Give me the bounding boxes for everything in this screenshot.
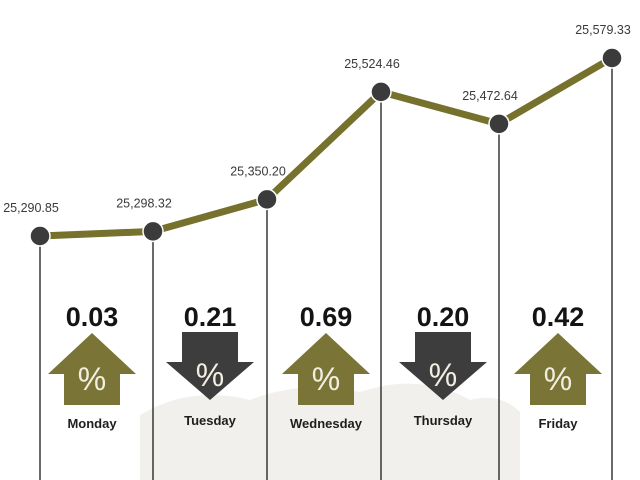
percent-symbol-tuesday: % [196,357,224,393]
value-label-3: 25,524.46 [344,57,400,71]
down-arrow-icon-tuesday [166,332,254,400]
day-label-monday: Monday [67,416,117,431]
percent-change-wednesday: 0.69 [300,302,353,332]
percent-symbol-thursday: % [429,357,457,393]
percent-change-thursday: 0.20 [417,302,470,332]
day-label-tuesday: Tuesday [184,413,237,428]
percent-change-monday: 0.03 [66,302,119,332]
value-label-0: 25,290.85 [3,201,59,215]
percent-symbol-monday: % [78,361,106,397]
value-label-2: 25,350.20 [230,164,286,178]
up-arrow-icon-monday [48,333,136,405]
percent-change-friday: 0.42 [532,302,585,332]
data-point-4 [488,113,510,135]
data-point-1 [142,220,164,243]
data-point-5 [601,47,623,69]
data-point-0 [29,225,51,247]
day-label-wednesday: Wednesday [290,416,363,431]
day-label-thursday: Thursday [414,413,473,428]
percent-symbol-wednesday: % [312,361,340,397]
background-shape [140,383,520,480]
up-arrow-icon-friday [514,333,602,405]
value-label-1: 25,298.32 [116,196,172,210]
background-decoration [140,383,520,480]
up-arrow-icon-wednesday [282,333,370,405]
percent-change-tuesday: 0.21 [184,302,237,332]
value-label-5: 25,579.33 [575,23,631,37]
data-point-3 [370,81,392,103]
down-arrow-icon-thursday [399,332,487,400]
value-label-4: 25,472.64 [462,89,518,103]
series-line [36,54,616,240]
data-point-2 [256,188,278,211]
percent-symbol-friday: % [544,361,572,397]
day-label-friday: Friday [538,416,578,431]
